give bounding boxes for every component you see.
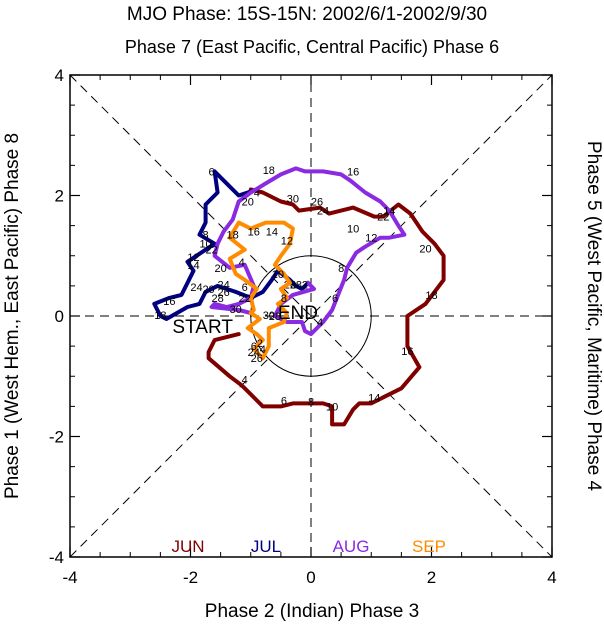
- day-label-sep: 6: [242, 282, 248, 294]
- unit-circle: [250, 255, 372, 377]
- day-label-sep: 4: [260, 344, 266, 356]
- legend-entry-sep: SEP: [412, 537, 446, 556]
- day-label-jul: 24: [190, 282, 202, 294]
- day-label-sep: 6: [251, 341, 257, 353]
- day-label-aug: 26: [218, 287, 230, 299]
- chart-title: MJO Phase: 15S-15N: 2002/6/1-2002/9/30: [127, 4, 487, 25]
- day-label-jun: 14: [368, 392, 380, 404]
- day-label-jun: 20: [419, 244, 431, 256]
- diagonal-dashed-line: [69, 74, 553, 558]
- day-label-jul: 14: [187, 260, 199, 272]
- x-tick-label: -2: [183, 568, 198, 587]
- day-label-sep: 28: [269, 311, 281, 323]
- series-line-sep: [227, 220, 295, 361]
- y-tick-label: 2: [55, 187, 64, 206]
- day-label-sep: 14: [266, 227, 278, 239]
- left-axis-label: Phase 1 (West Hem., East Pacific) Phase …: [2, 133, 23, 499]
- day-label-aug: 28: [211, 293, 223, 305]
- day-label-aug: 6: [332, 293, 338, 305]
- day-label-aug: 14: [383, 206, 395, 218]
- day-label-jul: 8: [203, 230, 209, 242]
- series-line-aug: [209, 166, 407, 337]
- day-label-sep: 26: [251, 353, 263, 365]
- y-tick-label: 0: [55, 307, 64, 326]
- day-label-jun: 8: [308, 397, 314, 409]
- day-label-sep: 18: [227, 230, 239, 242]
- day-label-sep: 30: [263, 310, 275, 322]
- day-label-aug: 18: [263, 165, 275, 177]
- day-label-jul: 12: [187, 252, 199, 264]
- day-label-aug: 16: [347, 166, 359, 178]
- bottom-axis-label: Phase 2 (Indian) Phase 3: [205, 601, 419, 622]
- day-label-jun: 26: [311, 197, 323, 209]
- day-label-jun: 10: [326, 401, 338, 413]
- y-tick-label: 4: [55, 66, 64, 85]
- end-label: END: [278, 303, 318, 324]
- y-tick-label: -4: [49, 548, 64, 567]
- antidiagonal-dashed-line: [69, 74, 553, 558]
- day-label-jul: 20: [202, 284, 214, 296]
- day-label-jun: 22: [377, 212, 389, 224]
- day-label-jul: 18: [154, 310, 166, 322]
- day-label-jun: 24: [317, 206, 329, 218]
- day-label-sep: 22: [239, 293, 251, 305]
- day-label-aug: 4: [317, 317, 323, 329]
- day-label-aug: 30: [230, 304, 242, 316]
- day-label-jun: 16: [401, 346, 413, 358]
- series-line-jul: [152, 169, 310, 321]
- legend-entry-aug: AUG: [333, 537, 370, 556]
- day-label-jul: 10: [199, 239, 211, 251]
- day-label-jun: 4: [254, 187, 260, 199]
- day-label-aug: 2: [302, 280, 308, 292]
- day-label-sep: 20: [215, 263, 227, 275]
- day-label-aug: 10: [347, 224, 359, 236]
- day-label-sep: 2: [257, 338, 263, 350]
- legend-entry-jun: JUN: [171, 537, 204, 556]
- day-label-sep: 12: [281, 236, 293, 248]
- day-label-jun: 6: [281, 395, 287, 407]
- top-axis-label: Phase 7 (East Pacific, Central Pacific) …: [125, 37, 499, 57]
- day-label-jun: 4: [242, 374, 248, 386]
- legend-entry-jul: JUL: [251, 537, 281, 556]
- day-label-sep: 8: [281, 293, 287, 305]
- day-label-aug: 12: [365, 233, 377, 245]
- day-label-jul: 28: [290, 280, 302, 292]
- day-label-jul: 16: [163, 296, 175, 308]
- start-label: START: [172, 317, 233, 338]
- y-tick-label: -2: [49, 428, 64, 447]
- day-label-sep: 10: [272, 269, 284, 281]
- day-label-sep: 24: [248, 347, 260, 359]
- x-tick-label: 2: [427, 568, 436, 587]
- series-line-jun: [206, 187, 446, 427]
- day-label-jun: 30: [287, 194, 299, 206]
- day-label-jun: 18: [425, 290, 437, 302]
- day-label-aug: 8: [338, 263, 344, 275]
- day-label-aug: 24: [218, 280, 230, 292]
- day-label-aug: 20: [242, 197, 254, 209]
- day-label-sep: 16: [248, 227, 260, 239]
- day-label-aug: 22: [205, 245, 217, 257]
- day-label-sep: 4: [239, 257, 245, 269]
- x-tick-label: 0: [306, 568, 315, 587]
- legend: JUN JUL AUG SEP: [171, 537, 446, 556]
- x-tick-label: -4: [62, 568, 77, 587]
- plot-guides: [69, 74, 553, 558]
- right-axis-label: Phase 5 (West Pacific, Maritime) Phase 4: [583, 141, 604, 492]
- x-tick-label: 4: [547, 568, 556, 587]
- day-label-jul: 6: [209, 166, 215, 178]
